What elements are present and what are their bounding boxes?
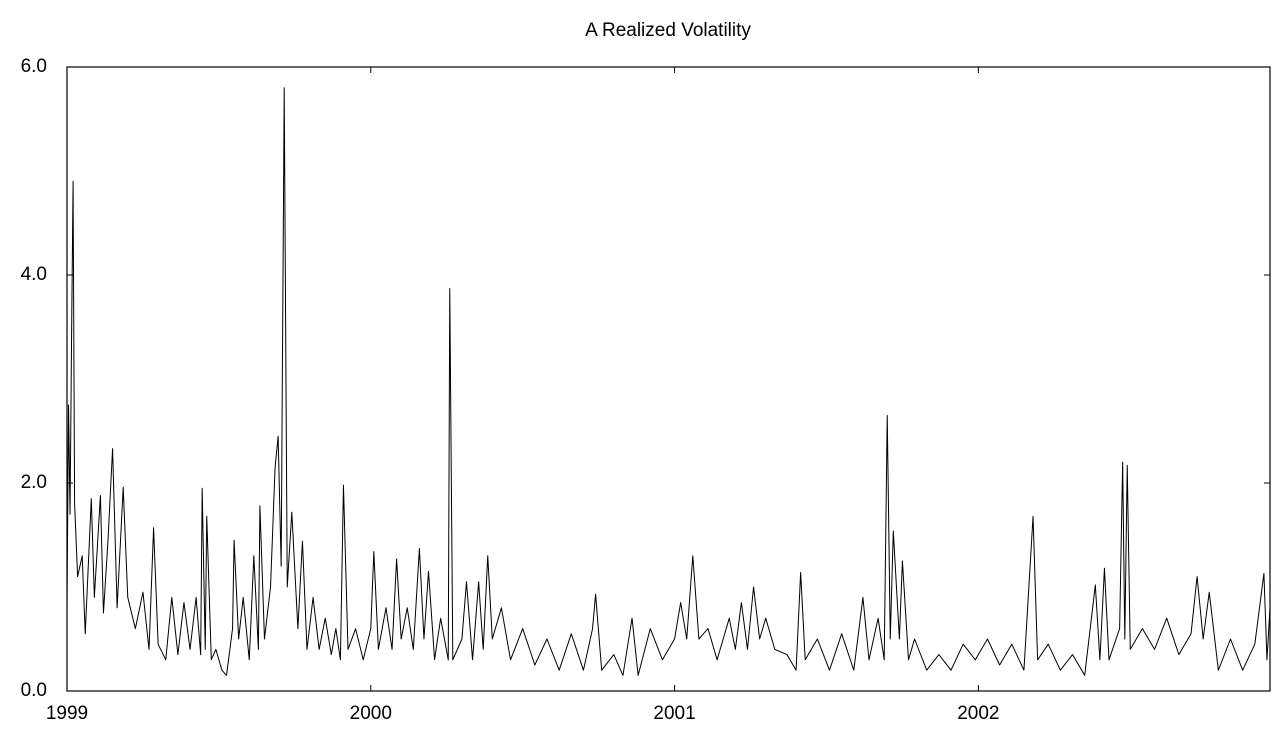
y-tick-label: 0.0 bbox=[21, 680, 47, 701]
y-tick-label: 6.0 bbox=[21, 56, 47, 77]
x-tick-label: 2000 bbox=[350, 703, 392, 724]
y-tick-label: 4.0 bbox=[21, 264, 47, 285]
x-tick-label: 2002 bbox=[957, 703, 999, 724]
y-tick-label: 2.0 bbox=[21, 472, 47, 493]
x-tick-label: 1999 bbox=[46, 703, 88, 724]
x-tick-label: 2001 bbox=[653, 703, 695, 724]
plot-frame bbox=[66, 66, 1271, 692]
volatility-line bbox=[66, 87, 1271, 676]
chart-title: A Realized Volatility bbox=[585, 20, 751, 41]
